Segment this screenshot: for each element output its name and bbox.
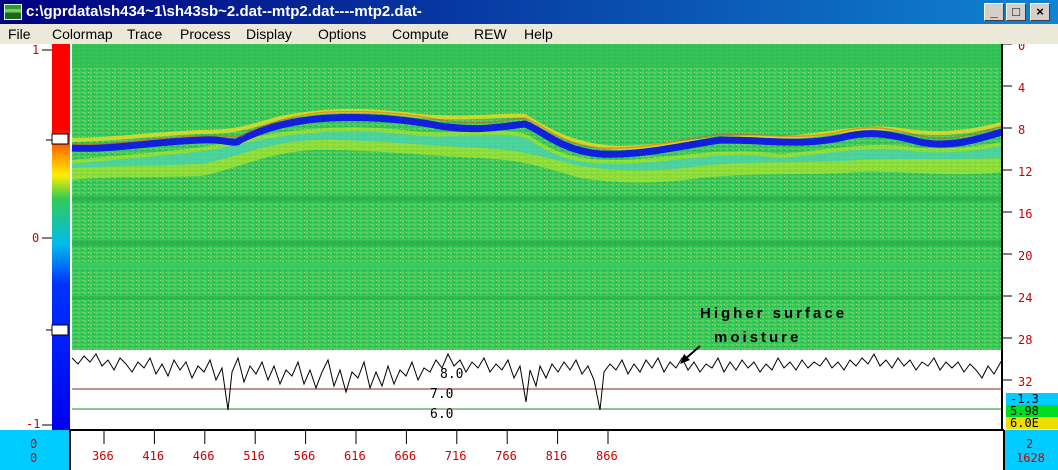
menu-help[interactable]: Help xyxy=(524,26,553,42)
bottom-axis-tick-label: 466 xyxy=(193,449,215,463)
bottom-axis-tick-label: 566 xyxy=(294,449,316,463)
right-axis-label-4: 4 xyxy=(1018,81,1025,95)
bottom-axis-ticks: 366 416 466 516 566 616 666 716 766 816 866 xyxy=(92,430,618,463)
right-axis-label-12: 12 xyxy=(1018,165,1032,179)
bottom-left-corner-bottom: 0 xyxy=(30,451,37,465)
readout-max-box xyxy=(1006,417,1058,429)
bottom-left-corner-top: 0 xyxy=(30,437,37,451)
menu-rew[interactable]: REW xyxy=(474,26,507,42)
minimize-button[interactable]: _ xyxy=(984,3,1004,21)
trace-level-7: 7.0 xyxy=(430,387,453,402)
right-axis-label-24: 24 xyxy=(1018,291,1032,305)
maximize-button[interactable]: □ xyxy=(1006,3,1026,21)
window-title: c:\gprdata\sh434~1\sh43sb~2.dat--mtp2.da… xyxy=(26,3,422,20)
right-axis-label-28: 28 xyxy=(1018,333,1032,347)
bottom-axis-tick-label: 616 xyxy=(344,449,366,463)
bottom-right-corner-top: 2 xyxy=(1026,437,1033,451)
bottom-axis-tick-label: 666 xyxy=(394,449,416,463)
right-axis-ticks xyxy=(1002,44,1012,381)
readout-mid: 5.98 xyxy=(1010,404,1039,418)
menu-colormap[interactable]: Colormap xyxy=(52,26,113,42)
radargram-view[interactable]: 8.0 7.0 6.0 Higher surface moisture 0 4 … xyxy=(0,44,1058,470)
menu-trace[interactable]: Trace xyxy=(127,26,163,42)
right-axis-panel xyxy=(1002,44,1058,430)
left-axis-label-mid: 0 xyxy=(32,231,39,245)
left-axis-ticks xyxy=(42,49,52,426)
annotation-line-1: Higher surface xyxy=(700,305,847,322)
colormap-lower-handle[interactable] xyxy=(51,324,69,336)
bottom-axis-tick-label: 366 xyxy=(92,449,114,463)
menu-options[interactable]: Options xyxy=(318,26,367,42)
left-axis-label-top: 1 xyxy=(32,44,39,57)
menu-display[interactable]: Display xyxy=(246,26,292,42)
app-icon[interactable] xyxy=(4,4,22,20)
trace-level-6: 6.0 xyxy=(430,407,453,422)
right-axis-label-8: 8 xyxy=(1018,123,1025,137)
bottom-left-corner-box xyxy=(0,430,70,470)
readout-max: 6.0E xyxy=(1010,416,1039,430)
bottom-axis-tick-label: 866 xyxy=(596,449,618,463)
bottom-right-corner-bottom: 1628 xyxy=(1016,451,1045,465)
close-button[interactable]: × xyxy=(1030,3,1050,21)
menu-bar: File Colormap Trace Process Display Opti… xyxy=(0,24,1058,44)
menu-file[interactable]: File xyxy=(8,26,31,42)
bottom-axis-tick-label: 516 xyxy=(243,449,265,463)
right-axis-label-32: 32 xyxy=(1018,375,1032,389)
bottom-right-corner-box xyxy=(1004,430,1058,470)
colormap-bar[interactable] xyxy=(52,44,70,430)
bottom-axis-tick-label: 816 xyxy=(546,449,568,463)
right-axis-label-0: 0 xyxy=(1018,44,1025,53)
bottom-axis-tick-label: 716 xyxy=(445,449,467,463)
readout-min: -1.3 xyxy=(1010,392,1039,406)
left-axis-panel xyxy=(0,44,52,430)
bottom-axis-tick-label: 766 xyxy=(495,449,517,463)
trace-level-8: 8.0 xyxy=(440,367,463,382)
bottom-axis-tick-label: 416 xyxy=(142,449,164,463)
trace-panel xyxy=(72,350,1002,430)
right-axis-label-20: 20 xyxy=(1018,249,1032,263)
colormap-upper-handle[interactable] xyxy=(51,133,69,145)
readout-min-box xyxy=(1006,393,1058,405)
title-bar: c:\gprdata\sh434~1\sh43sb~2.dat--mtp2.da… xyxy=(0,0,1058,24)
menu-compute[interactable]: Compute xyxy=(392,26,449,42)
readout-mid-box xyxy=(1006,405,1058,417)
right-axis-label-16: 16 xyxy=(1018,207,1032,221)
left-axis-label-bottom: -1 xyxy=(26,417,40,431)
annotation-line-2: moisture xyxy=(714,329,801,346)
menu-process[interactable]: Process xyxy=(180,26,231,42)
moisture-trace xyxy=(71,352,1003,411)
